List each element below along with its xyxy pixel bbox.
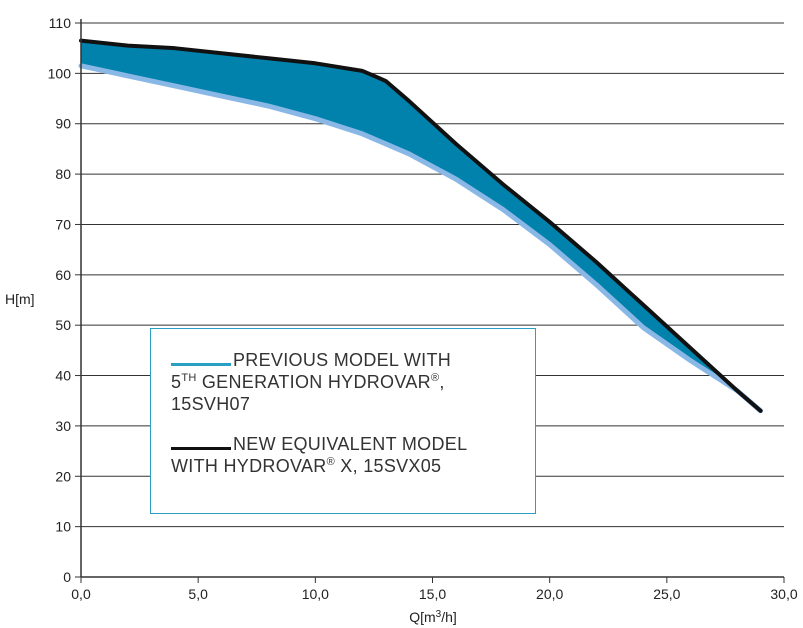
y-tick-label-80: 80 — [55, 166, 71, 182]
x-tick-label-15,0: 15,0 — [419, 586, 446, 602]
y-tick-label-50: 50 — [55, 317, 71, 333]
x-tick-labels: 0,0 5,0 10,0 15,0 20,0 25,0 30,0 — [71, 577, 798, 602]
y-tick-labels: 0 10 20 30 40 50 60 70 80 90 100 110 — [48, 15, 81, 585]
legend-previous-line2-pre: 5 — [171, 372, 182, 392]
y-tick-label-20: 20 — [55, 468, 71, 484]
y-tick-label-40: 40 — [55, 368, 71, 384]
x-tick-label-5,0: 5,0 — [188, 586, 208, 602]
legend-new-registered-mark: ® — [326, 456, 335, 468]
series-line-new-model — [79, 38, 763, 413]
x-tick-label-20,0: 20,0 — [536, 586, 563, 602]
x-tick-label-0,0: 0,0 — [71, 586, 91, 602]
legend-previous-line2-end: , — [439, 372, 445, 392]
legend: PREVIOUS MODEL WITH 5TH GENERATION HYDRO… — [150, 328, 536, 514]
legend-previous-line1: PREVIOUS MODEL WITH — [233, 350, 452, 370]
x-tick-label-10,0: 10,0 — [302, 586, 329, 602]
y-tick-label-60: 60 — [55, 267, 71, 283]
y-tick-label-0: 0 — [63, 569, 71, 585]
y-tick-label-10: 10 — [55, 519, 71, 535]
legend-previous-line2-post: GENERATION HYDROVAR — [196, 372, 431, 392]
legend-previous-line3: 15SVH07 — [171, 394, 251, 414]
y-tick-label-100: 100 — [48, 65, 72, 81]
legend-entry-new-model: NEW EQUIVALENT MODEL WITH HYDROVAR® X, 1… — [171, 433, 517, 477]
x-axis-label: Q[m3/h] — [409, 609, 457, 625]
series-line-previous-model — [78, 63, 764, 414]
x-tick-label-30,0: 30,0 — [770, 586, 797, 602]
legend-new-line2-pre: WITH HYDROVAR — [171, 456, 327, 476]
legend-new-line2-post: X, 15SVX05 — [334, 456, 442, 476]
y-tick-label-70: 70 — [55, 216, 71, 232]
y-tick-label-90: 90 — [55, 116, 71, 132]
legend-swatch-previous — [171, 363, 231, 366]
legend-new-line1: NEW EQUIVALENT MODEL — [233, 434, 468, 454]
area-between-curves — [81, 40, 761, 411]
legend-previous-sup: TH — [181, 372, 197, 384]
x-tick-label-25,0: 25,0 — [653, 586, 680, 602]
y-tick-label-110: 110 — [49, 15, 72, 31]
legend-entry-previous-model: PREVIOUS MODEL WITH 5TH GENERATION HYDRO… — [171, 349, 517, 415]
series-lines — [78, 38, 764, 414]
legend-swatch-new — [171, 447, 231, 450]
y-axis-label: H[m] — [5, 291, 35, 307]
x-axis-label-sup: 3 — [436, 609, 442, 620]
legend-previous-registered-mark: ® — [430, 372, 440, 384]
y-tick-label-30: 30 — [55, 418, 71, 434]
area-fill — [81, 40, 761, 411]
